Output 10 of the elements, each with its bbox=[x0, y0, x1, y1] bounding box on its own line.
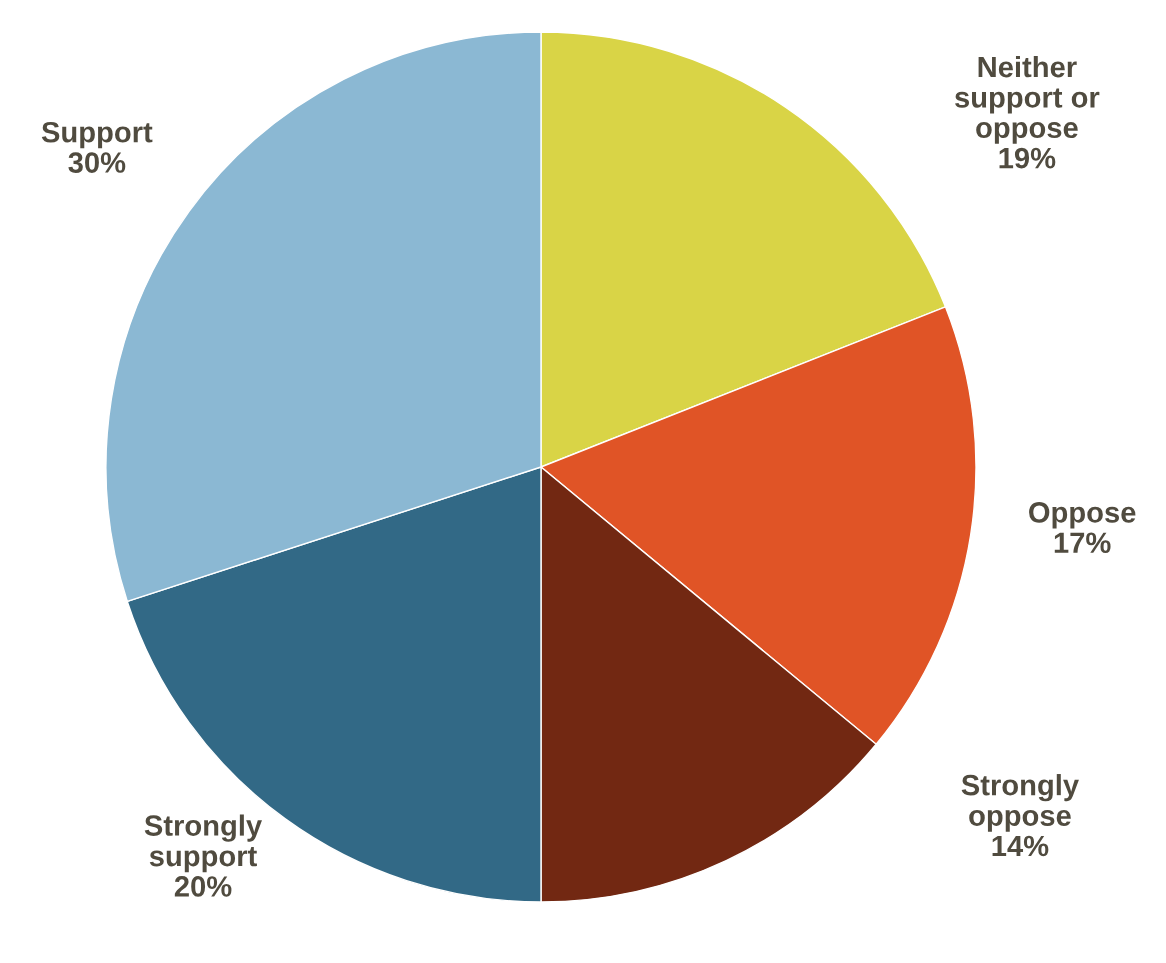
slice-label: Strongly oppose bbox=[961, 774, 1079, 832]
data-label: 19% bbox=[999, 147, 1056, 169]
slice-label: Neither support or oppose bbox=[955, 55, 1100, 144]
slice-label: Strongly support bbox=[144, 814, 262, 873]
data-label: 17% bbox=[1054, 532, 1111, 554]
slice-label: Oppose bbox=[1029, 502, 1136, 529]
data-label: 20% bbox=[174, 876, 232, 897]
data-label: 30% bbox=[68, 152, 126, 173]
slice-label: Support bbox=[41, 121, 153, 149]
data-label: 14% bbox=[992, 835, 1049, 857]
